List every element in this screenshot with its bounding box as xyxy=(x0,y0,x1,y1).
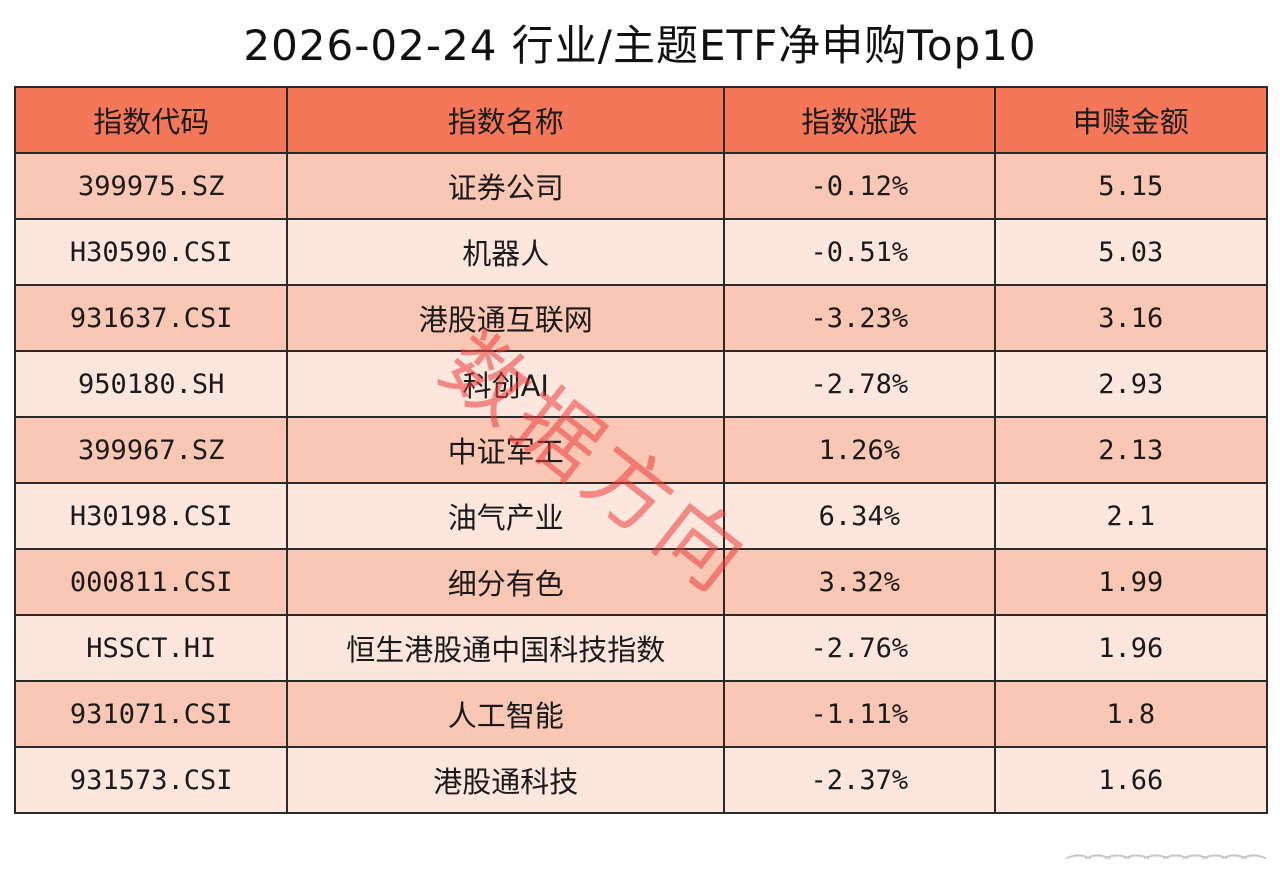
cell-amount: 1.99 xyxy=(993,548,1269,616)
header-index-code: 指数代码 xyxy=(13,86,289,154)
cell-change: -2.37% xyxy=(723,746,996,814)
table-row: 000811.CSI 细分有色 3.32% 1.99 xyxy=(13,548,1269,616)
cell-code: 931071.CSI xyxy=(13,680,289,748)
cell-amount: 3.16 xyxy=(993,284,1269,352)
cell-amount: 2.13 xyxy=(993,416,1269,484)
table-row: 931637.CSI 港股通互联网 -3.23% 3.16 xyxy=(13,284,1269,352)
table-row: 399967.SZ 中证军工 1.26% 2.13 xyxy=(13,416,1269,484)
cell-name: 恒生港股通中国科技指数 xyxy=(286,614,726,682)
signature-scribble-icon: ⁀⁀⁀⁀⁀⁀⁀⁀⁀⁀ xyxy=(1066,854,1265,887)
cell-code: H30590.CSI xyxy=(13,218,289,286)
cell-code: 931573.CSI xyxy=(13,746,289,814)
cell-name: 人工智能 xyxy=(286,680,726,748)
cell-name: 港股通科技 xyxy=(286,746,726,814)
table-row: 399975.SZ 证券公司 -0.12% 5.15 xyxy=(13,152,1269,220)
cell-name: 港股通互联网 xyxy=(286,284,726,352)
header-index-name: 指数名称 xyxy=(286,86,726,154)
cell-change: -1.11% xyxy=(723,680,996,748)
cell-name: 证券公司 xyxy=(286,152,726,220)
cell-code: 000811.CSI xyxy=(13,548,289,616)
table-row: 931071.CSI 人工智能 -1.11% 1.8 xyxy=(13,680,1269,748)
cell-change: -2.76% xyxy=(723,614,996,682)
cell-change: -0.12% xyxy=(723,152,996,220)
cell-code: 399975.SZ xyxy=(13,152,289,220)
cell-amount: 2.93 xyxy=(993,350,1269,418)
table-row: 950180.SH 科创AI -2.78% 2.93 xyxy=(13,350,1269,418)
cell-name: 科创AI xyxy=(286,350,726,418)
table-header-row: 指数代码 指数名称 指数涨跌 申赎金额 xyxy=(13,86,1269,154)
page-title: 2026-02-24 行业/主题ETF净申购Top10 xyxy=(243,21,1037,70)
etf-table: 指数代码 指数名称 指数涨跌 申赎金额 399975.SZ 证券公司 -0.12… xyxy=(13,86,1269,814)
cell-name: 中证军工 xyxy=(286,416,726,484)
cell-name: 机器人 xyxy=(286,218,726,286)
cell-change: -2.78% xyxy=(723,350,996,418)
cell-amount: 5.15 xyxy=(993,152,1269,220)
cell-amount: 1.8 xyxy=(993,680,1269,748)
cell-name: 细分有色 xyxy=(286,548,726,616)
cell-change: -3.23% xyxy=(723,284,996,352)
cell-name: 油气产业 xyxy=(286,482,726,550)
cell-change: 6.34% xyxy=(723,482,996,550)
cell-change: 3.32% xyxy=(723,548,996,616)
table-row: H30198.CSI 油气产业 6.34% 2.1 xyxy=(13,482,1269,550)
header-index-change: 指数涨跌 xyxy=(723,86,996,154)
cell-amount: 5.03 xyxy=(993,218,1269,286)
cell-amount: 1.96 xyxy=(993,614,1269,682)
cell-code: H30198.CSI xyxy=(13,482,289,550)
table-row: HSSCT.HI 恒生港股通中国科技指数 -2.76% 1.96 xyxy=(13,614,1269,682)
table-row: 931573.CSI 港股通科技 -2.37% 1.66 xyxy=(13,746,1269,814)
cell-amount: 1.66 xyxy=(993,746,1269,814)
cell-code: 931637.CSI xyxy=(13,284,289,352)
cell-code: HSSCT.HI xyxy=(13,614,289,682)
cell-amount: 2.1 xyxy=(993,482,1269,550)
cell-code: 399967.SZ xyxy=(13,416,289,484)
cell-change: -0.51% xyxy=(723,218,996,286)
cell-code: 950180.SH xyxy=(13,350,289,418)
header-redemption-amount: 申赎金额 xyxy=(993,86,1269,154)
cell-change: 1.26% xyxy=(723,416,996,484)
table-row: H30590.CSI 机器人 -0.51% 5.03 xyxy=(13,218,1269,286)
